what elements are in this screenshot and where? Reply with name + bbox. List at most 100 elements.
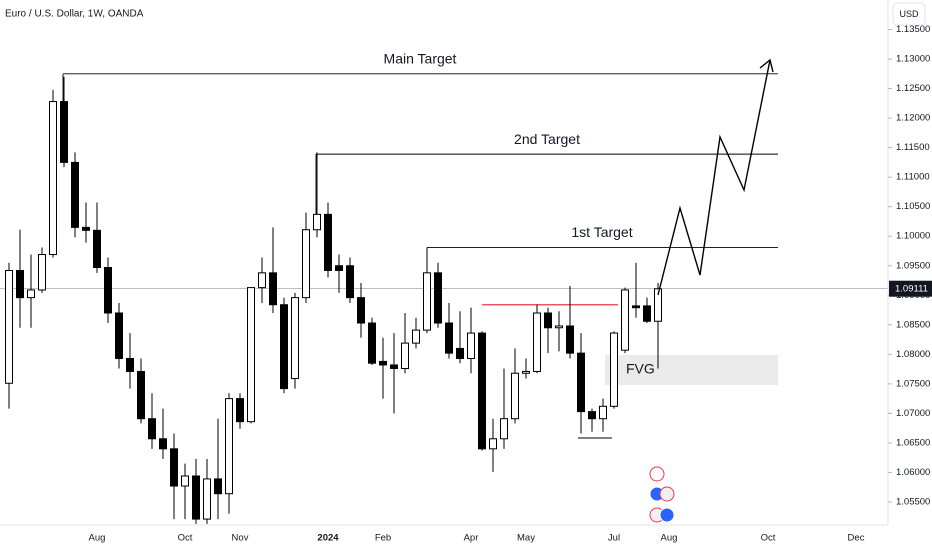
- candle-body: [247, 287, 255, 423]
- x-tick-label: 2024: [317, 533, 339, 544]
- y-tick-label: 1.13000: [896, 54, 930, 65]
- candle-body: [610, 332, 618, 407]
- candle-body: [258, 272, 266, 289]
- candle-body: [346, 265, 354, 299]
- x-tick-label: Jul: [608, 533, 620, 544]
- x-tick-label: Oct: [178, 533, 193, 544]
- candle-body: [148, 418, 156, 440]
- candle-body: [401, 342, 409, 370]
- y-tick-label: 1.12000: [896, 113, 930, 124]
- candle-body: [126, 357, 134, 372]
- target-label: 1st Target: [571, 224, 632, 240]
- candle-body: [489, 438, 497, 450]
- candle-body: [478, 332, 486, 450]
- candle-body: [203, 478, 211, 520]
- event-icon[interactable]: [659, 507, 675, 523]
- candle-body: [236, 398, 244, 423]
- candle-body: [654, 288, 662, 322]
- y-tick-label: 1.10500: [896, 201, 930, 212]
- y-tick-label: 1.13500: [896, 24, 930, 35]
- x-tick-label: Dec: [848, 533, 865, 544]
- fvg-label: FVG: [626, 361, 655, 377]
- projection-arrowhead: [759, 58, 774, 73]
- candle-body: [621, 289, 629, 351]
- x-tick-label: Nov: [232, 533, 249, 544]
- candle-body: [60, 101, 68, 163]
- candle-body: [379, 360, 387, 366]
- target-label: 2nd Target: [514, 131, 580, 147]
- candle-body: [93, 229, 101, 269]
- candle-body: [5, 269, 13, 384]
- event-icon[interactable]: [649, 466, 665, 482]
- candle-body: [456, 347, 464, 359]
- x-tick-label: Oct: [761, 533, 776, 544]
- candle-body: [137, 370, 145, 420]
- candle-body: [214, 478, 222, 495]
- candle-body: [577, 352, 585, 413]
- candle-body: [588, 411, 596, 420]
- y-tick-label: 1.11000: [896, 172, 930, 183]
- x-tick-label: Feb: [375, 533, 391, 544]
- candle-body: [225, 398, 233, 495]
- chart-title: Euro / U.S. Dollar, 1W, OANDA: [5, 9, 144, 20]
- y-tick-label: 1.11500: [896, 142, 930, 153]
- currency-label[interactable]: USD: [899, 9, 919, 19]
- candle-body: [159, 438, 167, 450]
- candle-body: [412, 329, 420, 344]
- candle-body: [434, 272, 442, 324]
- candle-body: [632, 305, 640, 309]
- y-tick-label: 1.09500: [896, 260, 930, 271]
- candle-body: [599, 405, 607, 420]
- candle-body: [500, 418, 508, 440]
- candle-body: [82, 226, 90, 231]
- candle-body: [390, 364, 398, 370]
- candle-body: [313, 213, 321, 231]
- target-label: Main Target: [384, 51, 457, 67]
- candle-body: [522, 370, 530, 374]
- candle-body: [38, 254, 46, 291]
- candle-body: [423, 272, 431, 331]
- candle-body: [335, 265, 343, 271]
- y-tick-label: 1.08500: [896, 319, 930, 330]
- candle-body: [544, 312, 552, 329]
- y-tick-label: 1.07500: [896, 378, 930, 389]
- last-price-label: 1.09111: [895, 284, 928, 295]
- candle-body: [445, 322, 453, 354]
- candle-body: [170, 448, 178, 487]
- currency-button[interactable]: [892, 2, 926, 26]
- candle-body: [324, 213, 332, 271]
- y-tick-label: 1.06000: [896, 467, 930, 478]
- candle-body: [511, 372, 519, 420]
- candle-body: [71, 161, 79, 228]
- candle-body: [566, 325, 574, 354]
- candle-body: [115, 312, 123, 359]
- x-tick-label: Apr: [464, 533, 479, 544]
- candle-body: [269, 272, 277, 306]
- candle-body: [181, 475, 189, 487]
- candle-body: [280, 304, 288, 390]
- x-tick-label: May: [517, 533, 535, 544]
- candle-body: [27, 289, 35, 299]
- candle-body: [368, 322, 376, 364]
- y-tick-label: 1.10000: [896, 231, 930, 242]
- candle-body: [533, 312, 541, 372]
- y-tick-label: 1.12500: [896, 83, 930, 94]
- y-tick-label: 1.07000: [896, 408, 930, 419]
- x-tick-label: Aug: [89, 533, 106, 544]
- candle-body: [192, 475, 200, 520]
- last-price-tag: [889, 280, 932, 297]
- projection-path: [657, 59, 771, 296]
- candle-body: [49, 101, 57, 256]
- candle-body: [302, 229, 310, 299]
- y-tick-label: 1.06500: [896, 437, 930, 448]
- candle-body: [357, 297, 365, 324]
- x-tick-label: Aug: [661, 533, 678, 544]
- price-axis: [888, 0, 932, 550]
- candle-body: [291, 297, 299, 380]
- event-icon[interactable]: [659, 486, 675, 502]
- candle-body: [643, 305, 651, 322]
- fvg-zone: [605, 354, 778, 386]
